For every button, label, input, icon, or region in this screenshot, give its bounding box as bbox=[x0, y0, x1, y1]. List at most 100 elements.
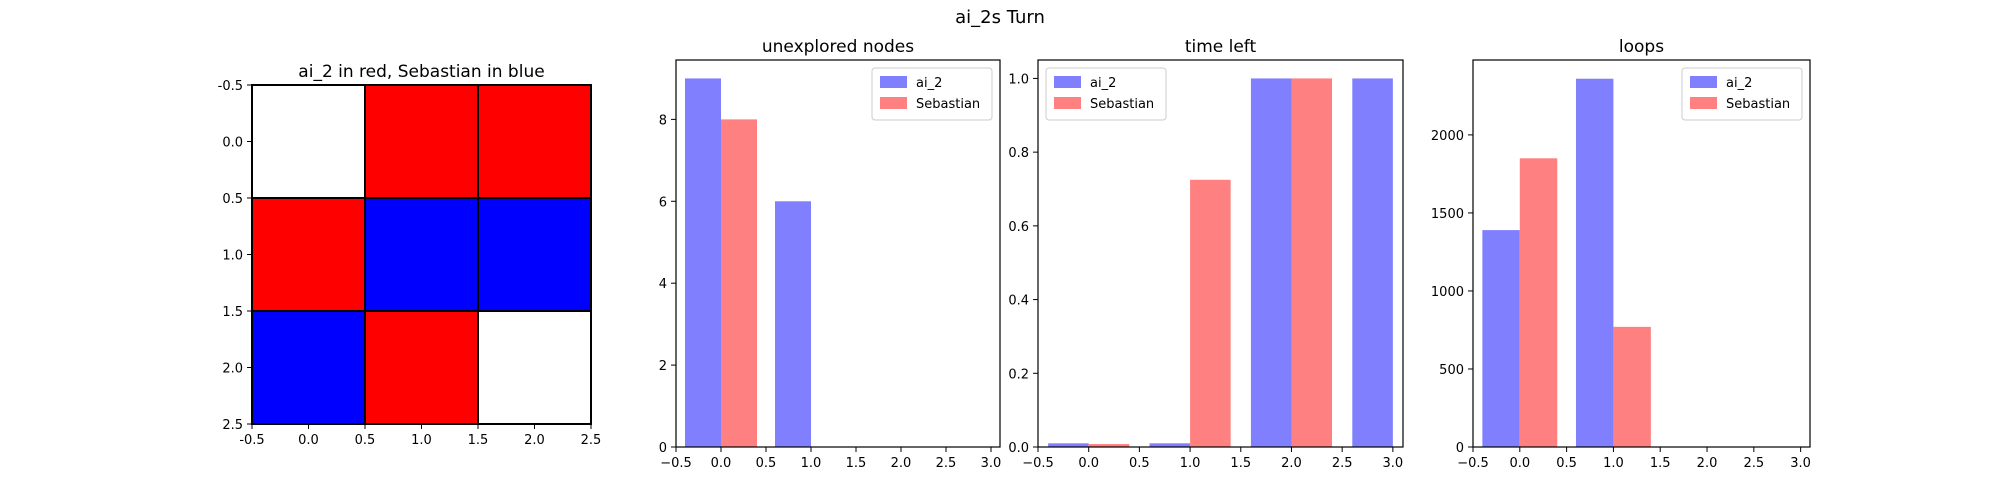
y-tick-label: 0.4 bbox=[1008, 294, 1029, 309]
y-tick-label: 0 bbox=[659, 441, 667, 456]
legend-swatch bbox=[880, 97, 907, 109]
chart-panel-time-left: time left−0.5 0.0 0.5 1.0 1.5 2.0 2.5 3.00.00.2… bbox=[1008, 37, 1404, 471]
y-tick-label: 500 bbox=[1439, 363, 1464, 378]
chart-title: time left bbox=[1185, 37, 1257, 57]
x-tick-label: 0.5 bbox=[756, 456, 777, 471]
board-x-tick-label: 0.5 bbox=[355, 433, 376, 448]
legend: ai_2 Sebastian bbox=[1681, 67, 1803, 121]
y-tick-label: 8 bbox=[659, 113, 667, 128]
y-tick-label: 1000 bbox=[1431, 285, 1464, 300]
bar-ai-2 bbox=[685, 78, 721, 447]
bar-sebastian bbox=[1613, 326, 1651, 447]
y-tick-label: 0.8 bbox=[1008, 146, 1029, 161]
x-tick-label: 2.5 bbox=[1332, 456, 1353, 471]
bar-ai-2 bbox=[1048, 443, 1089, 447]
board-panel: ai_2 in red, Sebastian in blue -0.5 0.0 0.5… bbox=[218, 62, 602, 448]
y-tick-label: 6 bbox=[659, 195, 667, 210]
x-tick-label: 2.0 bbox=[1281, 456, 1302, 471]
board-cell bbox=[364, 310, 479, 425]
x-tick-label: 3.0 bbox=[1383, 456, 1404, 471]
board-cell bbox=[477, 310, 592, 425]
x-tick-label: −0.5 bbox=[1457, 456, 1489, 471]
bar-ai-2 bbox=[1250, 78, 1292, 447]
chart-panel-loops: loops −0.5 0.0 0.5 1.0 1.5 2.0 2.5 3.0 0 500 1000 15… bbox=[1431, 37, 1811, 471]
x-tick-label: 0.5 bbox=[1129, 456, 1150, 471]
board-y-tick-label: 2.0 bbox=[222, 362, 243, 377]
board-y-tick-label: 1.0 bbox=[222, 249, 243, 264]
bar-ai-2 bbox=[1575, 78, 1614, 448]
x-tick-label: 3.0 bbox=[981, 456, 1002, 471]
y-tick-label: 0 bbox=[1456, 441, 1464, 456]
x-tick-label: 0.0 bbox=[711, 456, 732, 471]
y-tick-label: 1500 bbox=[1431, 207, 1464, 222]
y-tick-label: 1.0 bbox=[1008, 72, 1029, 87]
board-cell bbox=[477, 197, 592, 312]
legend-swatch bbox=[1054, 97, 1081, 109]
bar-sebastian bbox=[1190, 179, 1231, 448]
x-tick-label: 1.0 bbox=[1603, 456, 1624, 471]
legend-swatch bbox=[1690, 97, 1717, 109]
legend-swatch bbox=[1054, 76, 1081, 88]
board-cell bbox=[477, 84, 592, 199]
chart-title: unexplored nodes bbox=[762, 37, 914, 57]
board-x-tick-label: 0.0 bbox=[298, 433, 319, 448]
legend-label: Sebastian bbox=[916, 97, 980, 112]
bar-ai-2 bbox=[1352, 78, 1393, 447]
x-tick-label: 0.0 bbox=[1509, 456, 1530, 471]
board-cell bbox=[251, 310, 366, 425]
y-tick-label: 0.6 bbox=[1008, 220, 1029, 235]
board-cell bbox=[364, 197, 479, 312]
board-y-tick-label: 0.0 bbox=[222, 136, 243, 151]
bar-sebastian bbox=[1519, 158, 1558, 447]
x-tick-label: 1.5 bbox=[1230, 456, 1251, 471]
x-tick-label: 2.5 bbox=[936, 456, 957, 471]
legend-label: ai_2 bbox=[1090, 76, 1116, 91]
bar-ai-2 bbox=[1149, 443, 1191, 447]
plot-frame bbox=[1472, 59, 1811, 448]
bar-sebastian bbox=[1291, 78, 1333, 447]
board-cell bbox=[364, 84, 479, 199]
x-tick-label: 1.5 bbox=[1650, 456, 1671, 471]
board-y-tick-label: 1.5 bbox=[222, 305, 243, 320]
legend-label: ai_2 bbox=[1726, 76, 1752, 91]
legend-swatch bbox=[880, 76, 907, 88]
plot-frame bbox=[1037, 59, 1404, 448]
x-tick-label: 2.0 bbox=[1697, 456, 1718, 471]
board-y-tick-label: 2.5 bbox=[222, 418, 243, 433]
legend-label: Sebastian bbox=[1726, 97, 1790, 112]
y-tick-label: 2000 bbox=[1431, 129, 1464, 144]
board-cell bbox=[251, 197, 366, 312]
board-title: ai_2 in red, Sebastian in blue bbox=[298, 62, 544, 82]
y-tick-label: 0.2 bbox=[1008, 367, 1029, 382]
legend: ai_2 Sebastian bbox=[1045, 67, 1167, 121]
legend-swatch bbox=[1690, 76, 1717, 88]
y-tick-label: 4 bbox=[659, 277, 667, 292]
chart-panel-unexplored-nodes: unexplored nodes −0.5 0.0 0.5 1.0 1.5 2.0 2.5 3.… bbox=[659, 37, 1002, 471]
x-tick-label: 1.0 bbox=[1180, 456, 1201, 471]
legend-label: ai_2 bbox=[916, 76, 942, 91]
bar-ai-2 bbox=[775, 201, 811, 447]
legend-label: Sebastian bbox=[1090, 97, 1154, 112]
plot-frame bbox=[675, 59, 1001, 448]
legend: ai_2 Sebastian bbox=[871, 67, 993, 121]
board-y-tick-label: -0.5 bbox=[218, 79, 243, 94]
board-cell bbox=[251, 84, 366, 199]
x-tick-label: 1.5 bbox=[846, 456, 867, 471]
x-tick-label: −0.5 bbox=[660, 456, 692, 471]
x-tick-label: 2.5 bbox=[1743, 456, 1764, 471]
x-tick-label: 2.0 bbox=[891, 456, 912, 471]
x-tick-label: 3.0 bbox=[1790, 456, 1811, 471]
bar-ai-2 bbox=[1482, 230, 1520, 447]
board-x-tick-label: 1.5 bbox=[468, 433, 489, 448]
x-tick-label: 1.0 bbox=[801, 456, 822, 471]
y-tick-label: 2 bbox=[659, 359, 667, 374]
board-x-tick-label: 2.0 bbox=[524, 433, 545, 448]
y-tick-label: 0.0 bbox=[1008, 441, 1029, 456]
board-x-tick-label: 2.5 bbox=[581, 433, 602, 448]
bar-sebastian bbox=[721, 119, 757, 447]
x-tick-label: 0.5 bbox=[1556, 456, 1577, 471]
board-x-tick-label: -0.5 bbox=[239, 433, 264, 448]
board-x-tick-label: 1.0 bbox=[411, 433, 432, 448]
figure-title: ai_2s Turn bbox=[955, 7, 1045, 28]
